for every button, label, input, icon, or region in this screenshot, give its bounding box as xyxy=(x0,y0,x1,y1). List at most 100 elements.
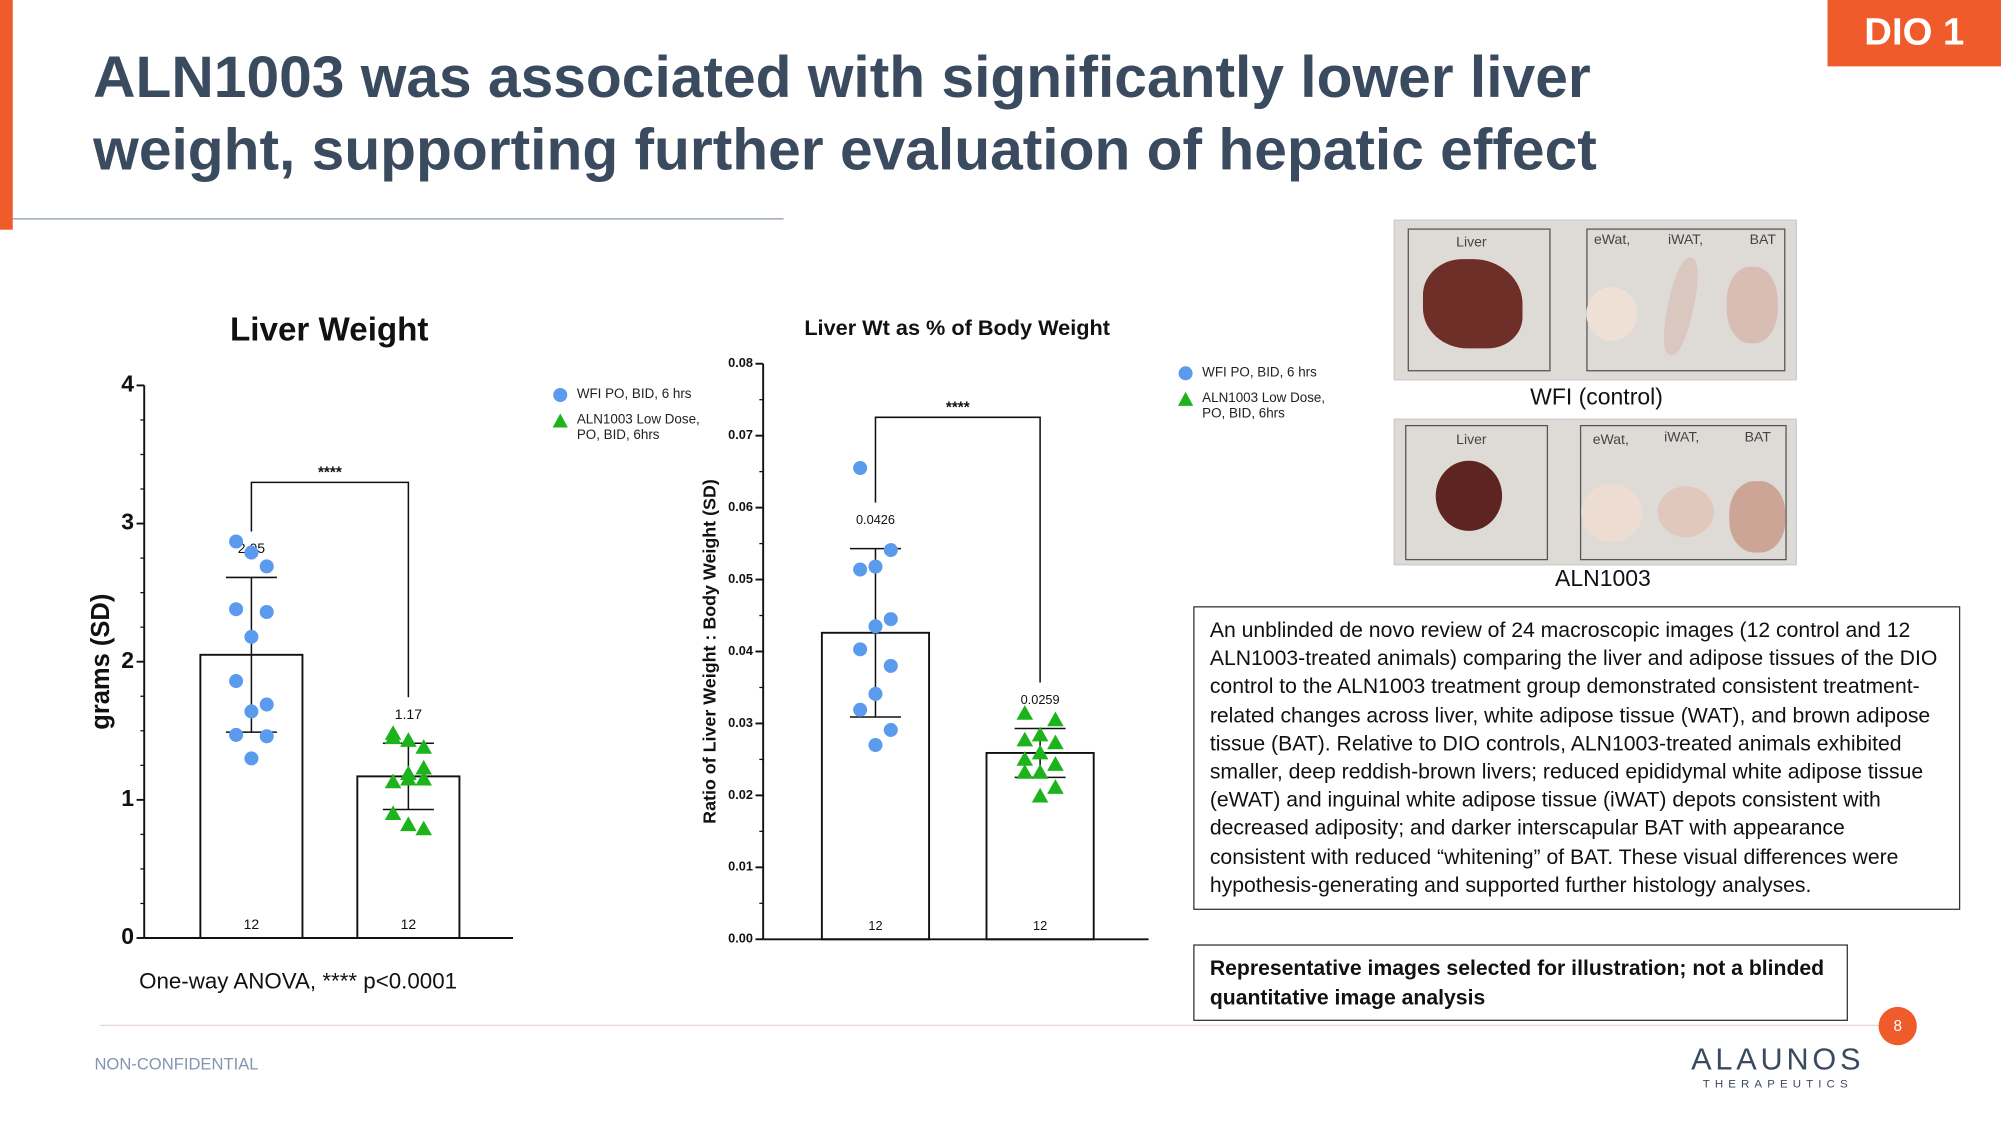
legend-item: WFI PO, BID, 6 hrs xyxy=(551,387,717,404)
photo-label: eWat, xyxy=(1592,432,1629,448)
point xyxy=(244,629,259,644)
y-tick-label: 2 xyxy=(121,647,134,673)
tissue xyxy=(1657,486,1714,538)
y-tick-label: 0.00 xyxy=(728,931,753,946)
point xyxy=(868,559,883,574)
photo-label: eWat, xyxy=(1593,232,1631,248)
slide-title: ALN1003 was associated with significantl… xyxy=(93,41,1597,186)
significance-label: **** xyxy=(946,399,970,416)
point xyxy=(415,739,432,754)
n-label: 12 xyxy=(244,916,260,932)
legend-marker xyxy=(553,387,568,403)
point xyxy=(415,759,432,775)
point xyxy=(415,820,432,836)
y-axis-label: Ratio of Liver Weight : Body Weight (SD) xyxy=(700,479,720,824)
significance-bracket xyxy=(874,416,1041,683)
point xyxy=(229,602,244,617)
point xyxy=(1047,756,1064,771)
photo-frame xyxy=(1579,424,1787,561)
photo-caption: WFI (control) xyxy=(1530,384,1663,410)
significance-bracket xyxy=(250,481,410,698)
logo-name: ALAUNOS xyxy=(1691,1042,1865,1078)
photo-frame xyxy=(1407,228,1551,372)
page-number: 8 xyxy=(1878,1006,1917,1046)
tissue xyxy=(1581,483,1643,543)
point xyxy=(868,619,883,634)
legend-item: ALN1003 Low Dose, PO, BID, 6hrs xyxy=(1177,391,1343,422)
point xyxy=(1047,711,1064,727)
value-label: 0.0259 xyxy=(1021,692,1060,707)
point xyxy=(868,686,883,701)
title-rule xyxy=(12,218,784,220)
point xyxy=(259,697,274,712)
legend-label: ALN1003 Low Dose, PO, BID, 6hrs xyxy=(576,412,700,443)
point xyxy=(883,722,898,737)
point xyxy=(853,562,868,577)
legend-marker xyxy=(552,413,568,428)
point xyxy=(244,545,259,560)
summary-text: An unblinded de novo review of 24 macros… xyxy=(1193,606,1961,910)
title-line: ALN1003 was associated with significantl… xyxy=(93,43,1591,110)
point xyxy=(384,773,402,789)
photo-label: Liver xyxy=(1456,432,1487,448)
point xyxy=(384,725,402,740)
point xyxy=(259,729,274,744)
legend-item: WFI PO, BID, 6 hrs xyxy=(1177,365,1343,382)
footer-label: NON-CONFIDENTIAL xyxy=(94,1054,259,1074)
legend-symbol xyxy=(552,413,568,428)
point xyxy=(229,727,244,742)
point xyxy=(415,770,432,786)
n-label: 12 xyxy=(401,916,417,932)
point xyxy=(1047,779,1064,794)
photo-label: BAT xyxy=(1744,430,1771,446)
point xyxy=(883,612,898,627)
chart-title: Liver Weight xyxy=(230,312,428,349)
point xyxy=(1016,731,1034,747)
y-tick-label: 0.02 xyxy=(728,787,753,802)
chart-title: Liver Wt as % of Body Weight xyxy=(804,315,1110,340)
y-tick-label: 0.07 xyxy=(728,427,753,442)
tissue xyxy=(1729,481,1786,553)
y-axis-label: grams (SD) xyxy=(87,594,115,730)
y-tick-label: 0.01 xyxy=(728,859,753,874)
y-tick-label: 0.04 xyxy=(728,643,754,658)
point xyxy=(853,642,868,657)
point xyxy=(244,751,259,766)
value-label: 1.17 xyxy=(395,706,422,722)
point xyxy=(853,461,868,476)
photo-label: iWAT, xyxy=(1664,430,1700,446)
point xyxy=(1016,705,1034,720)
point xyxy=(883,543,898,558)
legend-label: ALN1003 Low Dose, PO, BID, 6hrs xyxy=(1202,390,1326,422)
point xyxy=(883,658,898,673)
photo-label: iWAT, xyxy=(1667,232,1704,248)
photo-frame xyxy=(1405,424,1549,561)
logo-tagline: THERAPEUTICS xyxy=(1702,1077,1853,1090)
point xyxy=(1031,787,1049,803)
y-tick-label: 0.08 xyxy=(728,355,753,370)
point xyxy=(1016,764,1034,779)
point xyxy=(853,702,868,717)
point xyxy=(1047,734,1064,750)
point xyxy=(400,732,417,747)
chart-footnote: One-way ANOVA, **** p<0.0001 xyxy=(139,969,457,994)
legend-item: ALN1003 Low Dose, PO, BID, 6hrs xyxy=(551,412,717,443)
y-tick-label: 4 xyxy=(121,370,134,396)
point xyxy=(400,816,417,832)
point xyxy=(229,534,244,549)
tissue xyxy=(1586,287,1638,341)
logo: ALAUNOS THERAPEUTICS xyxy=(1682,1042,1873,1090)
slide-tag: DIO 1 xyxy=(1827,0,2001,67)
photo-caption: ALN1003 xyxy=(1555,565,1651,591)
legend-symbol xyxy=(553,387,568,403)
liver xyxy=(1435,460,1503,531)
bar xyxy=(985,751,1095,941)
point xyxy=(384,805,402,821)
note-text: Representative images selected for illus… xyxy=(1193,944,1848,1021)
significance-label: **** xyxy=(318,465,342,482)
point xyxy=(1031,744,1049,760)
y-tick-label: 0.05 xyxy=(728,571,753,586)
photo-label: BAT xyxy=(1749,232,1776,248)
